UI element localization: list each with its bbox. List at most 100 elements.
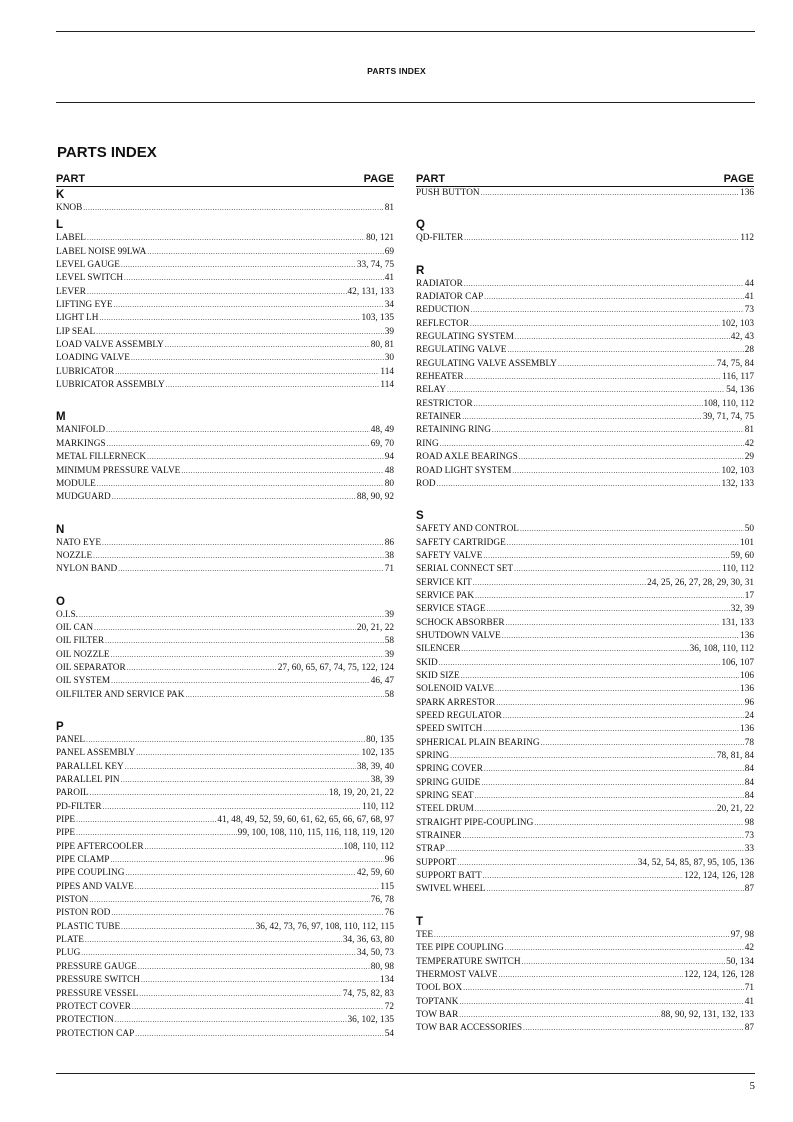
leader-dots	[523, 1023, 744, 1033]
leader-dots	[131, 353, 384, 363]
entry-page: 32, 39	[730, 604, 754, 615]
entry-part: O.I.S.	[56, 609, 78, 620]
leader-dots	[558, 359, 716, 369]
leader-dots	[97, 479, 384, 489]
leader-dots	[541, 738, 744, 748]
entry-part: SAFETY AND CONTROL	[416, 524, 519, 535]
entry-part: RESTRICTOR	[416, 398, 473, 409]
index-entry: PIPES AND VALVE 115	[56, 882, 394, 895]
entry-part: TEE PIPE COUPLING	[416, 943, 504, 954]
leader-dots	[462, 412, 702, 422]
index-entry: REDUCTION 73	[416, 305, 754, 318]
entry-page: 80, 81	[370, 340, 394, 351]
leader-dots	[520, 524, 744, 534]
entry-page: 29	[744, 452, 754, 463]
entry-part: PLASTIC TUBE	[56, 921, 121, 932]
entry-part: PAROIL	[56, 788, 89, 799]
entry-page: 41, 48, 49, 52, 59, 60, 61, 62, 65, 66, …	[217, 815, 394, 826]
page-title: PARTS INDEX	[57, 144, 157, 161]
leader-dots	[76, 815, 216, 825]
entry-part: PARALLEL KEY	[56, 761, 124, 772]
entry-page: 103, 135	[361, 313, 394, 324]
index-entry: METAL FILLERNECK 94	[56, 452, 394, 465]
leader-dots	[506, 618, 721, 628]
entry-page: 42, 43	[730, 332, 754, 343]
entry-part: MINIMUM PRESSURE VALVE	[56, 465, 181, 476]
index-entry: SERIAL CONNECT SET 110, 112	[416, 564, 754, 577]
leader-dots	[465, 372, 722, 382]
entry-part: LIFTING EYE	[56, 300, 113, 311]
leader-dots	[111, 908, 383, 918]
index-entry: THERMOST VALVE 122, 124, 126, 128	[416, 970, 754, 983]
leader-dots	[99, 313, 360, 323]
index-entry: MODULE 80	[56, 479, 394, 492]
index-section: QQD-FILTER 112	[416, 218, 754, 246]
index-entry: SKID SIZE 106	[416, 671, 754, 684]
entry-part: REGULATING VALVE	[416, 345, 507, 356]
index-entry: SPEED REGULATOR 24	[416, 711, 754, 724]
section-letter: S	[416, 510, 424, 523]
entry-page: 99, 100, 108, 110, 115, 116, 118, 119, 1…	[237, 828, 394, 839]
entry-page: 112	[740, 233, 754, 244]
entry-page: 42, 59, 60	[356, 868, 394, 879]
entry-page: 38	[384, 550, 394, 561]
entry-part: PIPE	[56, 828, 76, 839]
index-entry: LEVEL GAUGE 33, 74, 75	[56, 260, 394, 273]
leader-dots	[87, 287, 347, 297]
leader-dots	[139, 989, 342, 999]
entry-page: 136	[740, 630, 754, 641]
entry-part: STEEL DRUM	[416, 804, 474, 815]
entry-part: SPRING	[416, 751, 450, 762]
entry-page: 27, 60, 65, 67, 74, 75, 122, 124	[277, 662, 394, 673]
index-entry: TOOL BOX 71	[416, 983, 754, 996]
leader-dots	[138, 962, 370, 972]
index-entry: PIPE 41, 48, 49, 52, 59, 60, 61, 62, 65, …	[56, 815, 394, 828]
entry-page: 122, 124, 126, 128	[684, 969, 754, 980]
entry-part: LOADING VALVE	[56, 353, 130, 364]
leader-dots	[112, 492, 356, 502]
index-entry: LIGHT LH 103, 135	[56, 313, 394, 326]
entry-page: 42, 131, 133	[347, 286, 394, 297]
entry-part: SERVICE KIT	[416, 577, 472, 588]
leader-dots	[110, 855, 383, 865]
entry-part: SPHERICAL PLAIN BEARING	[416, 737, 540, 748]
leader-dots	[507, 538, 739, 548]
entry-page: 46, 47	[370, 676, 394, 687]
index-entry: SPRING SEAT 84	[416, 791, 754, 804]
entry-page: 71	[384, 564, 394, 575]
index-entry: REFLECTOR 102, 103	[416, 319, 754, 332]
leader-dots	[514, 564, 721, 574]
section-letter: R	[416, 264, 425, 277]
entry-page: 122, 124, 126, 128	[684, 871, 754, 882]
entry-page: 136	[740, 684, 754, 695]
index-entry: SAFETY VALVE 59, 60	[416, 551, 754, 564]
leader-dots	[492, 425, 744, 435]
index-entry: RADIATOR 44	[416, 279, 754, 292]
entry-page: 102, 103	[721, 465, 754, 476]
entry-part: REGULATING SYSTEM	[416, 332, 514, 343]
entry-page: 114	[380, 366, 394, 377]
leader-dots	[464, 233, 739, 243]
entry-page: 48, 49	[370, 425, 394, 436]
leader-dots	[103, 802, 362, 812]
index-entry: LEVEL SWITCH 41	[56, 273, 394, 286]
entry-part: REFLECTOR	[416, 318, 470, 329]
entry-part: SPARK ARRESTOR	[416, 697, 496, 708]
entry-page: 58	[384, 689, 394, 700]
entry-page: 74, 75, 84	[716, 358, 754, 369]
entry-page: 74, 75, 82, 83	[342, 988, 394, 999]
entry-part: PIPE CLAMP	[56, 855, 110, 866]
leader-dots	[486, 884, 743, 894]
entry-page: 78, 81, 84	[716, 751, 754, 762]
entry-page: 42	[744, 943, 754, 954]
entry-part: OIL SYSTEM	[56, 676, 111, 687]
entry-part: SPRING GUIDE	[416, 777, 481, 788]
leader-dots	[503, 711, 744, 721]
index-entry: OIL FILTER 58	[56, 636, 394, 649]
index-entry: MUDGUARD 88, 90, 92	[56, 492, 394, 505]
leader-dots	[515, 332, 730, 342]
index-entry: O.I.S. 39	[56, 610, 394, 623]
index-entry: LOADING VALVE 30	[56, 353, 394, 366]
